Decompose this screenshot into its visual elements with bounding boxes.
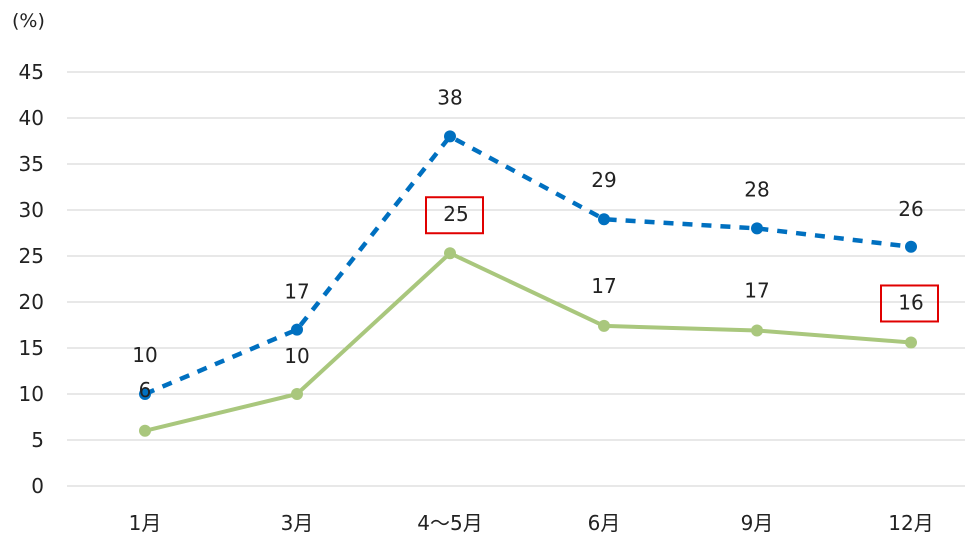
x-tick-label: 1月	[129, 511, 162, 535]
data-point	[139, 424, 151, 437]
x-tick-label: 3月	[281, 511, 314, 535]
data-point	[444, 247, 456, 260]
x-tick-label: 9月	[741, 511, 774, 535]
y-tick-label: 5	[31, 428, 44, 452]
data-point	[751, 324, 763, 337]
data-label: 10	[132, 343, 157, 367]
data-point	[444, 130, 456, 143]
x-axis-ticks: 1月 3月 4～5月 6月 9月 12月	[129, 511, 934, 535]
data-label: 10	[284, 344, 309, 368]
highlight-box	[425, 196, 484, 235]
gridlines	[67, 71, 965, 487]
data-point	[291, 323, 303, 336]
data-point	[291, 388, 303, 400]
highlight-box	[880, 284, 939, 323]
data-label: 17	[744, 279, 769, 303]
data-label: 6	[139, 378, 152, 402]
data-label: 26	[898, 197, 923, 221]
data-point	[598, 319, 610, 332]
series-line-solid	[143, 251, 913, 433]
y-tick-label: 40	[19, 106, 44, 130]
data-label: 28	[744, 177, 769, 201]
y-tick-label: 35	[19, 152, 44, 176]
series-line-dotted	[144, 134, 912, 397]
x-tick-label: 6月	[588, 511, 621, 535]
y-tick-label: 0	[31, 474, 44, 498]
data-point	[905, 336, 917, 349]
data-point	[598, 213, 610, 226]
y-axis-ticks: 0 5 10 15 20 25 30 35 40 45	[19, 60, 44, 498]
y-tick-label: 10	[19, 382, 44, 406]
y-tick-label: 25	[19, 244, 44, 268]
data-points	[139, 130, 917, 437]
x-tick-label: 12月	[888, 511, 933, 535]
data-label: 38	[437, 85, 462, 109]
y-tick-label: 20	[19, 290, 44, 314]
series-lines	[143, 134, 913, 433]
highlight-boxes	[425, 196, 939, 323]
data-label: 16	[898, 290, 923, 314]
data-label: 17	[284, 280, 309, 304]
data-point	[751, 222, 763, 235]
data-point	[139, 388, 151, 400]
data-label: 25	[443, 202, 468, 226]
y-tick-label: 30	[19, 198, 44, 222]
data-label: 29	[591, 168, 616, 192]
y-tick-label: 15	[19, 336, 44, 360]
y-axis-unit-label: (%)	[12, 10, 45, 32]
data-point	[905, 240, 917, 253]
data-label: 17	[591, 274, 616, 298]
data-labels: 6 10 25 17 17 16 10 17 38 29 28 26	[132, 85, 923, 401]
x-tick-label: 4～5月	[417, 511, 482, 535]
y-tick-label: 45	[19, 60, 44, 84]
